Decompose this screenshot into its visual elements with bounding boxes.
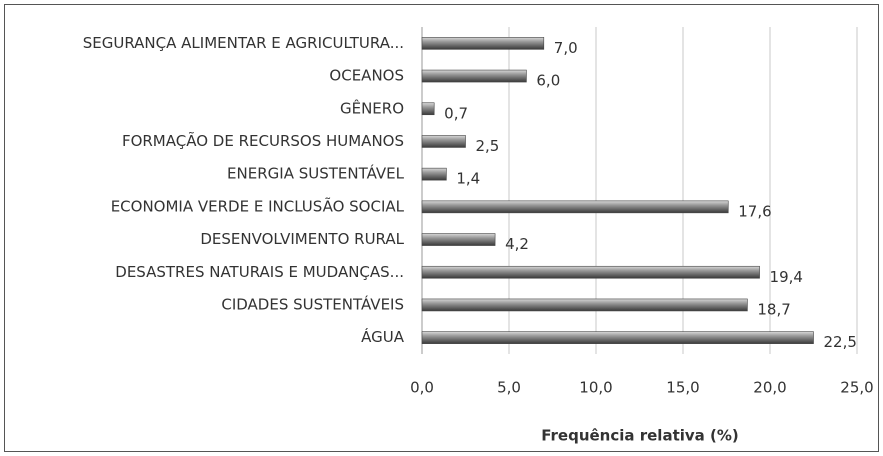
y-tick-label: GÊNERO [340,98,404,117]
bar [421,167,447,181]
x-tick-label: 0,0 [410,379,434,397]
x-tick-label: 10,0 [579,379,612,397]
bar [421,135,466,148]
bar [421,102,435,116]
x-tick-label: 15,0 [666,379,699,397]
y-tick-label: SEGURANÇA ALIMENTAR E AGRICULTURA... [83,34,404,52]
x-tick-label: 25,0 [840,379,873,397]
data-label: 7,0 [554,39,578,57]
bar [421,233,496,246]
data-label: 19,4 [770,268,803,286]
y-tick-label: DESASTRES NATURAIS E MUDANÇAS... [115,263,404,281]
y-tick-label: ECONOMIA VERDE E INCLUSÃO SOCIAL [111,196,405,215]
y-tick-label: CIDADES SUSTENTÁVEIS [221,294,404,313]
bar [421,331,814,344]
x-tick-label: 20,0 [753,379,786,397]
bar [421,37,545,50]
data-label: 18,7 [757,300,790,318]
data-label: 2,5 [476,137,500,155]
x-axis-title: Frequência relativa (%) [541,427,739,445]
data-label: 6,0 [536,72,560,90]
data-label: 1,4 [456,170,480,188]
y-tick-label: ENERGIA SUSTENTÁVEL [227,164,405,183]
x-tick-label: 5,0 [497,379,521,397]
data-label: 0,7 [444,104,468,122]
bar [421,265,760,279]
bar [421,298,748,312]
bar [421,200,729,214]
y-tick-label: FORMAÇÃO DE RECURSOS HUMANOS [122,131,404,150]
y-tick-label: OCEANOS [329,67,404,85]
bar [421,69,527,83]
data-label: 4,2 [505,235,529,253]
y-tick-label: ÁGUA [361,327,405,346]
y-tick-label: DESENVOLVIMENTO RURAL [200,230,404,248]
data-label: 22,5 [824,333,857,351]
data-label: 17,6 [738,202,771,220]
